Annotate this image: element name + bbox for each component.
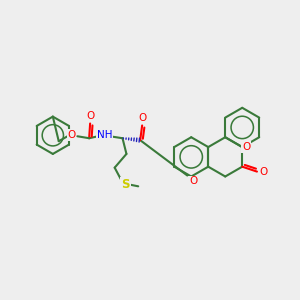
Text: S: S	[121, 178, 130, 191]
Text: O: O	[86, 111, 94, 121]
Text: O: O	[138, 112, 146, 123]
Text: O: O	[68, 130, 76, 140]
Text: O: O	[242, 142, 250, 152]
Text: O: O	[260, 167, 268, 177]
Text: O: O	[189, 176, 197, 186]
Text: NH: NH	[97, 130, 112, 140]
